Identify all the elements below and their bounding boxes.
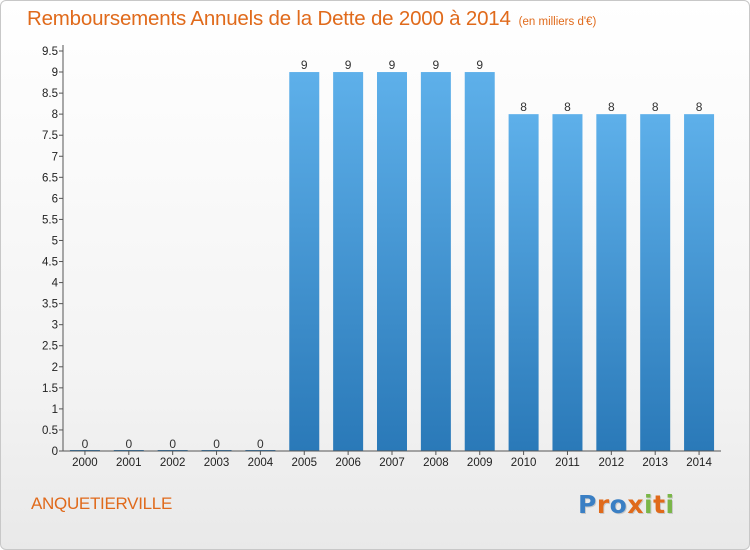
data-label: 9 [476,58,483,72]
data-label: 8 [520,100,527,114]
data-label: 9 [345,58,352,72]
y-tick-label: 2 [52,362,58,374]
bar [289,72,320,451]
data-label: 8 [696,100,703,114]
y-tick-label: 3.5 [42,299,58,311]
logo-letter: r [596,490,610,519]
x-tick-label: 2000 [72,457,98,469]
y-tick-label: 8.5 [42,88,58,100]
bar [333,72,364,451]
y-tick-label: 1.5 [42,383,58,395]
x-tick-label: 2007 [379,457,405,469]
x-tick-label: 2009 [467,457,493,469]
x-tick-label: 2013 [642,457,668,469]
x-tick-label: 2004 [248,457,274,469]
x-tick-label: 2011 [555,457,580,469]
y-tick-label: 9 [52,67,58,79]
data-label: 0 [125,437,132,451]
proxiti-logo[interactable]: Proxiti [578,490,675,519]
chart-title: Remboursements Annuels de la Dette de 20… [27,7,596,31]
y-axis: 0 0.5 1 1.5 2 2.5 3 3.5 4 4.5 5 5.5 6 6.5 7 7.5 8 8.5 9 9.5 [42,45,64,458]
x-axis: 2000 2001 2002 2003 2004 2005 2006 2007 2008 2009… [63,450,721,469]
x-tick-label: 2003 [204,457,230,469]
logo-letter: i [644,490,654,519]
bar [640,114,671,451]
x-tick-label: 2014 [686,457,712,469]
logo-letter: i [665,490,675,519]
x-tick-label: 2006 [335,457,361,469]
x-tick-label: 2010 [511,457,537,469]
data-label: 0 [213,437,220,451]
y-tick-label: 5 [52,235,58,247]
data-label: 8 [564,100,571,114]
y-tick-label: 4.5 [42,257,58,269]
bar [464,72,495,451]
x-tick-label: 2002 [160,457,186,469]
logo-letter: x [627,490,644,519]
data-label: 9 [389,58,396,72]
data-label: 0 [169,437,176,451]
bar [552,114,583,451]
commune-name: ANQUETIERVILLE [31,494,172,513]
y-tick-label: 0.5 [42,425,58,437]
x-tick-label: 2005 [291,457,317,469]
y-tick-label: 9.5 [42,46,58,58]
logo-letter: t [653,490,666,519]
y-tick-label: 7 [52,151,58,163]
bars: 0 0 0 0 0 9 9 9 9 9 8 8 8 8 8 [69,58,715,451]
data-label: 0 [257,437,264,451]
chart-subtitle: (en milliers d'€) [518,16,597,28]
y-tick-label: 6.5 [42,172,58,184]
y-tick-label: 3 [52,320,58,332]
x-tick-label: 2012 [599,457,625,469]
data-label: 8 [608,100,615,114]
y-tick-label: 8 [52,109,58,121]
title-text: Remboursements Annuels de la Dette de 20… [27,7,511,30]
y-tick-label: 1 [52,404,58,416]
bar-chart: 0 0.5 1 1.5 2 2.5 3 3.5 4 4.5 5 5.5 6 6.5 7 7.5 8 8.5 9 9.5… [42,45,721,469]
data-label: 8 [652,100,659,114]
data-label: 0 [82,437,89,451]
y-tick-label: 4 [52,278,59,290]
y-tick-label: 5.5 [42,214,58,226]
bar [596,114,627,451]
data-label: 9 [301,58,308,72]
bar [508,114,539,451]
y-tick-label: 0 [52,446,58,458]
logo-letter: o [609,490,628,519]
y-tick-label: 7.5 [42,130,58,142]
x-tick-label: 2001 [116,457,142,469]
bar [420,72,451,451]
y-tick-label: 6 [52,193,58,205]
x-tick-label: 2008 [423,457,449,469]
y-tick-label: 2.5 [42,341,58,353]
bar [377,72,407,451]
data-label: 9 [433,58,440,72]
logo-letter: P [578,490,597,519]
bar [684,114,715,451]
